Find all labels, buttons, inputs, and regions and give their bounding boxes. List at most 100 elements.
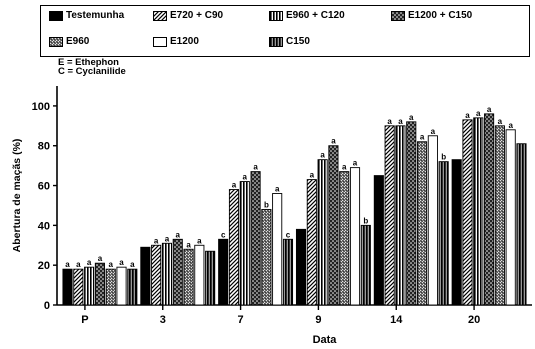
legend-label: Testemunha — [66, 10, 125, 21]
y-axis-label: Abertura de maçãs (%) — [11, 139, 23, 253]
legend-swatch — [153, 36, 167, 47]
significance-label: a — [431, 127, 436, 136]
significance-label: a — [197, 236, 202, 245]
bar — [161, 242, 173, 306]
y-tick-label: 40 — [38, 220, 50, 232]
bar — [127, 268, 138, 306]
abbreviation-ethephon: E = Ethephon — [58, 57, 119, 68]
bar — [306, 179, 317, 306]
legend-label: E1200 + C150 — [408, 10, 473, 21]
significance-label: a — [186, 240, 191, 249]
significance-label: b — [363, 216, 368, 225]
bar — [494, 125, 505, 306]
legend-swatch — [391, 10, 405, 21]
abbreviation-cyclanilide: C = Cyclanilide — [58, 66, 126, 77]
bar — [228, 189, 240, 306]
x-tick-label: 9 — [315, 314, 321, 326]
significance-label: a — [154, 236, 159, 245]
significance-label: a — [275, 185, 280, 194]
significance-label: a — [398, 117, 403, 126]
x-axis-label: Data — [313, 334, 338, 346]
significance-label: a — [342, 163, 347, 172]
significance-label: a — [476, 109, 481, 118]
bar — [395, 125, 406, 306]
bar — [417, 141, 428, 306]
significance-label: a — [487, 105, 492, 114]
significance-label: a — [320, 151, 325, 160]
bar — [339, 171, 350, 306]
significance-label: a — [409, 113, 414, 122]
bar — [261, 208, 272, 306]
bar — [73, 268, 84, 306]
legend-item-e960-c120: E960 + C120 — [269, 10, 345, 21]
bar — [183, 248, 194, 306]
bar — [360, 224, 371, 306]
significance-label: a — [98, 254, 103, 263]
bar — [317, 159, 328, 306]
bar — [384, 125, 395, 306]
x-tick-label: 7 — [238, 314, 244, 326]
y-tick-label: 100 — [32, 101, 50, 113]
legend: Testemunha E720 + C90 E960 + C120 E1200 … — [40, 5, 530, 57]
significance-label: b — [441, 153, 446, 162]
significance-label: a — [465, 111, 470, 120]
legend-label: E720 + C90 — [170, 10, 224, 21]
significance-label: a — [76, 260, 81, 269]
bar — [505, 129, 516, 306]
significance-label: a — [498, 117, 503, 126]
legend-swatch — [49, 10, 63, 21]
significance-label: a — [232, 181, 237, 190]
significance-label: a — [108, 260, 113, 269]
bar — [473, 117, 484, 306]
bar — [194, 244, 205, 306]
significance-label: a — [130, 260, 135, 269]
significance-label: a — [243, 173, 248, 182]
legend-item-e960: E960 — [49, 36, 89, 47]
bar — [427, 135, 438, 306]
bar — [84, 266, 95, 306]
x-tick-label: 20 — [468, 314, 480, 326]
significance-label: a — [119, 258, 124, 267]
y-tick-label: 80 — [38, 141, 50, 153]
bar — [516, 143, 527, 306]
bar — [462, 119, 473, 306]
significance-label: a — [165, 234, 170, 243]
bar — [94, 262, 105, 306]
significance-label: b — [264, 200, 269, 209]
legend-item-testemunha: Testemunha — [49, 10, 124, 21]
legend-item-c150: C150 — [269, 36, 310, 47]
significance-label: a — [253, 163, 258, 172]
bar — [151, 244, 162, 306]
significance-label: a — [310, 171, 315, 180]
bar — [62, 268, 73, 306]
bar — [105, 268, 116, 306]
bar — [295, 228, 307, 306]
y-tick-label: 0 — [44, 300, 50, 312]
x-tick-label: 3 — [160, 314, 166, 326]
significance-label: a — [331, 137, 336, 146]
bar — [140, 246, 151, 306]
bar — [250, 171, 261, 306]
legend-label: E960 — [66, 36, 90, 47]
significance-label: a — [353, 159, 358, 168]
bar — [282, 238, 294, 306]
legend-item-e720-c90: E720 + C90 — [153, 10, 223, 21]
bar — [272, 193, 283, 306]
significance-label: c — [286, 230, 291, 239]
bar — [239, 181, 250, 306]
bar — [438, 161, 449, 306]
significance-label: c — [221, 230, 226, 239]
bar — [205, 250, 216, 306]
significance-label: a — [387, 117, 392, 126]
y-tick-label: 60 — [38, 181, 50, 193]
significance-label: a — [87, 258, 92, 267]
legend-label: E1200 — [170, 36, 199, 47]
legend-label: E960 + C120 — [286, 10, 345, 21]
significance-label: a — [65, 260, 70, 269]
y-tick-label: 20 — [38, 260, 50, 272]
legend-item-e1200: E1200 — [153, 36, 199, 47]
legend-item-e1200-c150: E1200 + C150 — [391, 10, 472, 21]
legend-label: C150 — [286, 36, 310, 47]
bar — [218, 238, 229, 306]
